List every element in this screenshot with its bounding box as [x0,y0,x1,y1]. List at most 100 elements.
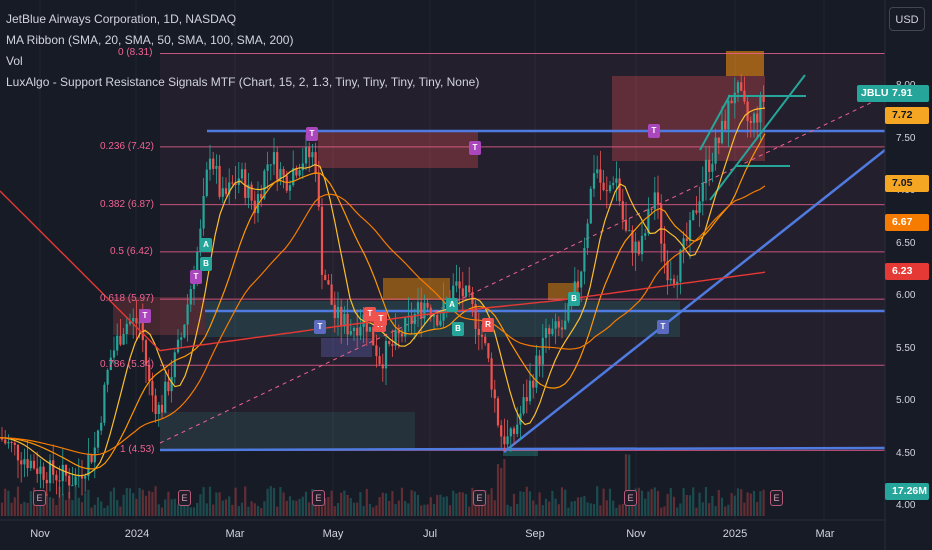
candle-body [397,330,400,334]
candle-body [682,238,685,250]
chart-title[interactable]: JetBlue Airways Corporation, 1D, NASDAQ [6,12,237,26]
sr-zone [160,412,415,450]
volume-bar [519,491,522,516]
volume-bar [212,504,215,516]
volume-bar [736,488,740,516]
candle-body [429,307,432,317]
channel-line[interactable] [699,94,731,151]
candle-body [404,317,407,337]
rising-trendline[interactable] [503,149,886,453]
signal-marker[interactable]: T [190,270,202,284]
signal-marker[interactable]: T [469,141,481,155]
currency-button[interactable]: USD [889,7,925,31]
signal-marker[interactable]: T [306,127,318,141]
candle-body [298,170,301,176]
candle-body [228,182,231,195]
volume-bar [528,491,532,516]
candle-body [135,317,138,324]
signal-marker[interactable]: R [482,318,494,332]
earnings-event-icon[interactable]: E [473,490,486,506]
ma-value-tag[interactable]: 6.67 [885,214,929,231]
signal-marker[interactable]: B [568,292,580,306]
volume-bar [122,494,125,516]
candle-body [234,183,237,185]
candle-body [250,184,253,201]
volume-bar [74,486,77,516]
signal-marker[interactable]: T [139,309,151,323]
candle-body [733,92,736,104]
signal-marker[interactable]: A [446,298,458,312]
signal-marker[interactable]: B [452,322,464,336]
candle-body [352,327,356,332]
candle-body [528,380,532,402]
candle-body [586,223,589,248]
volume-bar [416,494,420,516]
sma-100-line[interactable] [0,185,766,456]
signal-marker[interactable]: A [200,238,212,252]
volume-bar [16,486,20,516]
volume-bar [480,505,484,516]
volume-bar [288,496,292,516]
candle-body [317,174,320,207]
volume-bar [701,502,704,516]
volume-bar [448,505,452,516]
indicator-ma-ribbon[interactable]: MA Ribbon (SMA, 20, SMA, 50, SMA, 100, S… [6,33,294,47]
signal-marker[interactable]: B [200,257,212,271]
signal-marker[interactable]: T [364,307,376,321]
candle-body [557,321,560,328]
candle-body [157,404,160,415]
candle-body [669,278,672,281]
ma-value-tag[interactable]: 7.72 [885,107,929,124]
signal-marker[interactable]: T [657,320,669,334]
ma-value-tag[interactable]: 7.05 [885,175,929,192]
candle-body [653,192,656,210]
earnings-event-icon[interactable]: E [178,490,191,506]
earnings-event-icon[interactable]: E [33,490,46,506]
sma-20-line[interactable] [0,107,766,477]
time-axis-label: May [322,528,344,540]
earnings-event-icon[interactable]: E [312,490,325,506]
base-support-line[interactable] [159,446,886,452]
volume-bar [327,497,330,516]
volume-bar [330,490,333,516]
candle-body [148,364,151,382]
candle-body [375,345,378,357]
volume-bar [384,493,388,516]
candle-body [231,182,234,184]
volume-bar [400,487,404,516]
candle-body [708,159,711,172]
sr-zone [726,51,764,76]
earnings-event-icon[interactable]: E [770,490,783,506]
signal-marker[interactable]: T [648,124,660,138]
signal-marker[interactable]: T [314,320,326,334]
volume-bar [151,492,154,516]
volume-bar [711,495,714,516]
volume-bar [228,496,231,516]
volume-bar [756,502,759,516]
candle-body [589,188,592,224]
volume-bar [0,502,4,516]
sr-zone [321,338,372,357]
ma-value-tag[interactable]: 6.23 [885,263,929,280]
indicator-luxalgo[interactable]: LuxAlgo - Support Resistance Signals MTF… [6,75,480,89]
volume-bar [426,504,429,516]
volume-bar [432,504,436,516]
sma-50-line[interactable] [0,133,766,470]
volume-bar [580,497,583,516]
volume-bar [77,497,80,516]
earnings-event-icon[interactable]: E [624,490,637,506]
last-price-tag[interactable]: 7.91 [885,85,929,102]
indicator-volume[interactable]: Vol [6,54,23,68]
candle-body [112,350,116,358]
volume-bar [240,502,244,516]
volume-value-tag[interactable]: 17.26M [885,483,929,500]
volume-bar [208,486,212,516]
candle-body [180,337,183,340]
dashed-trendline[interactable] [159,95,886,444]
symbol-tag[interactable]: JBLU [857,85,893,102]
signal-marker[interactable]: T [375,312,387,326]
time-axis-label: Jul [422,528,438,540]
candle-body [685,238,688,241]
